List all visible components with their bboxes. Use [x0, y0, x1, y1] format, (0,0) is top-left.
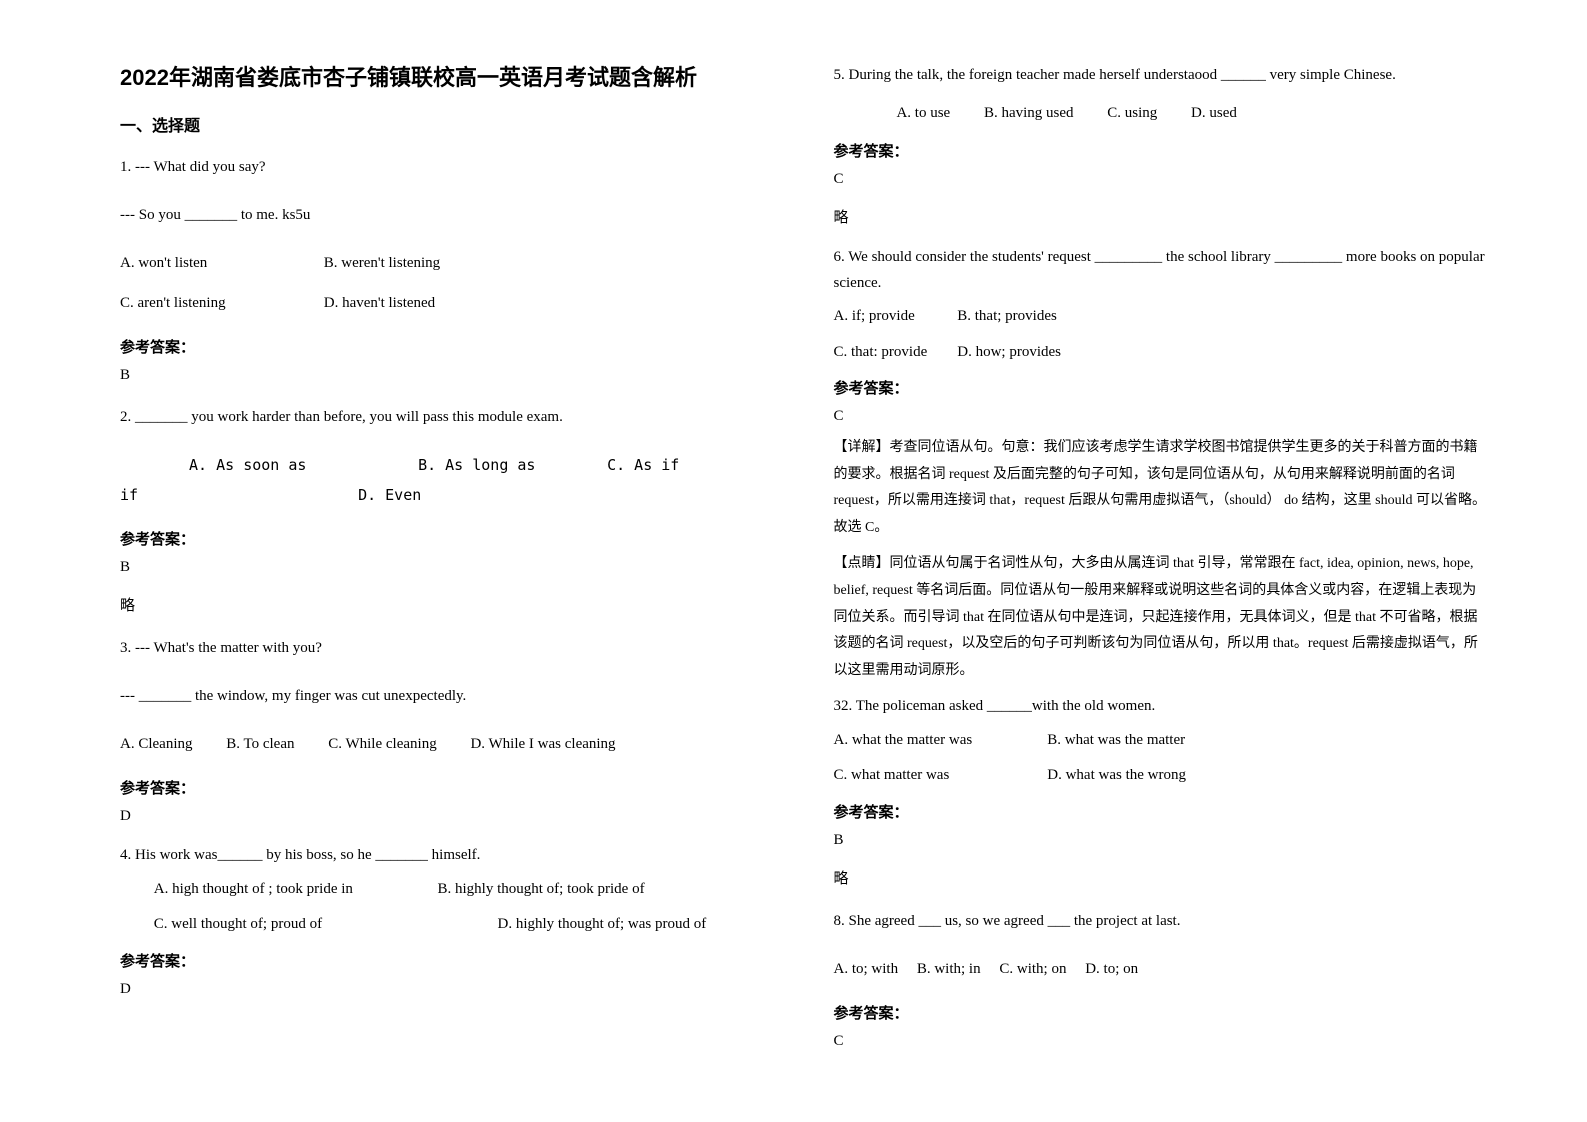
q7-optD: D. what was the wrong — [1047, 767, 1186, 783]
q2-options: A. As soon as B. As long as C. As if — [120, 450, 774, 480]
q3-answer: D — [120, 808, 774, 825]
q1-answer: B — [120, 367, 774, 384]
q5-optC: C. using — [1107, 105, 1157, 121]
q8-text: 8. She agreed ___ us, so we agreed ___ t… — [834, 906, 1488, 936]
q3-optC: C. While cleaning — [328, 736, 436, 752]
q3-optD: D. While I was cleaning — [470, 736, 615, 752]
q1-optA: A. won't listen — [120, 248, 320, 278]
q8-optC: C. with; on — [999, 961, 1066, 977]
q1-optC: C. aren't listening — [120, 288, 320, 318]
q4-options-row2: C. well thought of; proud of D. highly t… — [120, 912, 774, 938]
q3-optA: A. Cleaning — [120, 736, 193, 752]
q6-optA: A. if; provide — [834, 304, 954, 330]
question-1: 1. --- What did you say? — [120, 152, 774, 182]
q2-text: 2. _______ you work harder than before, … — [120, 402, 774, 432]
q5-optA: A. to use — [896, 105, 950, 121]
q2-optC: C. As if — [607, 456, 679, 474]
q1-options-row2: C. aren't listening D. haven't listened — [120, 288, 774, 318]
q1-answer-label: 参考答案： — [120, 336, 774, 357]
q4-answer: D — [120, 981, 774, 998]
q5-answer: C — [834, 171, 1488, 188]
q2-answer: B — [120, 559, 774, 576]
q3-text1: 3. --- What's the matter with you? — [120, 633, 774, 663]
q6-options-row1: A. if; provide B. that; provides — [834, 304, 1488, 330]
q7-optC: C. what matter was — [834, 763, 1044, 789]
q2-optB: B. As long as — [418, 450, 598, 480]
q4-optA: A. high thought of ; took pride in — [154, 877, 434, 903]
q5-optD: D. used — [1191, 105, 1237, 121]
left-column: 2022年湖南省娄底市杏子铺镇联校高一英语月考试题含解析 一、选择题 1. --… — [100, 60, 814, 1082]
q4-optC: C. well thought of; proud of — [154, 912, 494, 938]
q7-answer-label: 参考答案： — [834, 801, 1488, 822]
q1-text1: 1. --- What did you say? — [120, 152, 774, 182]
q7-note: 略 — [834, 867, 1488, 888]
q6-optC: C. that: provide — [834, 340, 954, 366]
q6-optB: B. that; provides — [957, 308, 1057, 324]
q7-options-row1: A. what the matter was B. what was the m… — [834, 728, 1488, 754]
q6-exp1: 【详解】考查同位语从句。句意：我们应该考虑学生请求学校图书馆提供学生更多的关于科… — [834, 435, 1488, 541]
q6-exp2: 【点睛】同位语从句属于名词性从句，大多由从属连词 that 引导，常常跟在 fa… — [834, 551, 1488, 684]
q3-options: A. Cleaning B. To clean C. While cleanin… — [120, 729, 774, 759]
document-title: 2022年湖南省娄底市杏子铺镇联校高一英语月考试题含解析 — [120, 60, 774, 92]
q5-note: 略 — [834, 206, 1488, 227]
q8-optD: D. to; on — [1085, 961, 1138, 977]
q7-answer: B — [834, 832, 1488, 849]
q5-text: 5. During the talk, the foreign teacher … — [834, 60, 1488, 90]
q3-text2: --- _______ the window, my finger was cu… — [120, 681, 774, 711]
q7-optA: A. what the matter was — [834, 728, 1044, 754]
q2-note: 略 — [120, 594, 774, 615]
q6-answer: C — [834, 408, 1488, 425]
q1-optD: D. haven't listened — [324, 295, 435, 311]
q8-options: A. to; with B. with; in C. with; on D. t… — [834, 954, 1488, 984]
q6-answer-label: 参考答案： — [834, 377, 1488, 398]
section-header: 一、选择题 — [120, 112, 774, 136]
right-column: 5. During the talk, the foreign teacher … — [814, 60, 1508, 1082]
q6-text: 6. We should consider the students' requ… — [834, 245, 1488, 296]
q3-answer-label: 参考答案： — [120, 777, 774, 798]
q1-optB: B. weren't listening — [324, 255, 440, 271]
q8-answer-label: 参考答案： — [834, 1002, 1488, 1023]
q7-text: 32. The policeman asked ______with the o… — [834, 694, 1488, 720]
q2-optA: A. As soon as — [189, 450, 409, 480]
q1-options-row1: A. won't listen B. weren't listening — [120, 248, 774, 278]
q5-options: A. to use B. having used C. using D. use… — [834, 98, 1488, 128]
q2-options2: if D. Even — [120, 480, 774, 510]
q2-optD: D. Even — [358, 486, 421, 504]
q6-optD: D. how; provides — [957, 344, 1061, 360]
q8-optB: B. with; in — [917, 961, 981, 977]
q8-answer: C — [834, 1033, 1488, 1050]
q8-optA: A. to; with — [834, 961, 899, 977]
q4-answer-label: 参考答案： — [120, 950, 774, 971]
q3-optB: B. To clean — [226, 736, 294, 752]
q6-options-row2: C. that: provide D. how; provides — [834, 340, 1488, 366]
q2-answer-label: 参考答案： — [120, 528, 774, 549]
q5-answer-label: 参考答案： — [834, 140, 1488, 161]
q4-optD: D. highly thought of; was proud of — [498, 916, 707, 932]
q4-options-row1: A. high thought of ; took pride in B. hi… — [120, 877, 774, 903]
q5-optB: B. having used — [984, 105, 1074, 121]
q7-optB: B. what was the matter — [1047, 732, 1185, 748]
q1-text2: --- So you _______ to me. ks5u — [120, 200, 774, 230]
q7-options-row2: C. what matter was D. what was the wrong — [834, 763, 1488, 789]
q4-optB: B. highly thought of; took pride of — [438, 881, 645, 897]
q4-text: 4. His work was______ by his boss, so he… — [120, 843, 774, 869]
